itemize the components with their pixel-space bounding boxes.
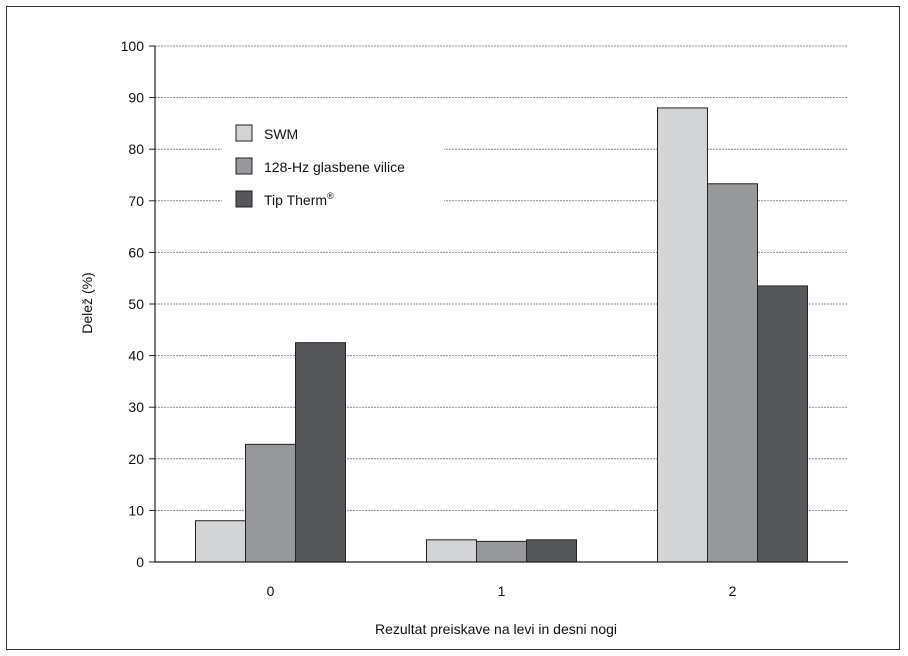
bar-3-cat-1 bbox=[526, 539, 577, 563]
y-tick-label: 40 bbox=[128, 348, 144, 364]
legend-label: Tip Therm® bbox=[264, 191, 334, 208]
bar-1-cat-0 bbox=[195, 520, 246, 563]
bar-2-cat-2 bbox=[707, 183, 758, 563]
legend-label-text: Tip Therm bbox=[264, 192, 327, 208]
bar-3-cat-0 bbox=[295, 342, 346, 563]
bar-2-cat-1 bbox=[476, 540, 527, 563]
legend-swatch bbox=[235, 190, 253, 208]
y-tick-labels: 0 10 20 30 40 50 60 70 80 90 100 bbox=[121, 38, 145, 570]
x-tick-label: 1 bbox=[498, 583, 506, 599]
bar-1-cat-2 bbox=[657, 107, 708, 563]
bar-1-cat-1 bbox=[426, 539, 477, 563]
legend-label-text: 128-Hz glasbene vilice bbox=[264, 159, 405, 175]
y-tick-label: 10 bbox=[128, 502, 144, 518]
x-tick-label: 0 bbox=[267, 583, 275, 599]
y-tick-label: 20 bbox=[128, 451, 144, 467]
legend-label: 128-Hz glasbene vilice bbox=[264, 159, 405, 175]
legend-swatch bbox=[235, 157, 253, 175]
y-tick-label: 30 bbox=[128, 399, 144, 415]
registered-mark: ® bbox=[327, 191, 334, 201]
y-tick-label: 80 bbox=[128, 141, 144, 157]
bar-2-cat-0 bbox=[245, 443, 296, 563]
legend-label-text: SWM bbox=[264, 126, 298, 142]
y-tick-label: 70 bbox=[128, 193, 144, 209]
legend-swatch bbox=[235, 124, 253, 142]
bars bbox=[195, 107, 808, 563]
y-tick-label: 100 bbox=[121, 38, 145, 54]
bar-3-cat-2 bbox=[757, 285, 808, 563]
y-tick-label: 50 bbox=[128, 296, 144, 312]
y-tick-label: 0 bbox=[136, 554, 144, 570]
legend-label: SWM bbox=[264, 126, 298, 142]
y-tick-label: 90 bbox=[128, 90, 144, 106]
y-axis-label: Delež (%) bbox=[79, 272, 95, 333]
legend: SWM 128-Hz glasbene vilice Tip Therm® bbox=[222, 117, 444, 237]
legend-background bbox=[222, 117, 444, 237]
x-tick-labels: 0 1 2 bbox=[267, 583, 737, 599]
y-tick-label: 60 bbox=[128, 244, 144, 260]
axes bbox=[154, 46, 848, 563]
x-axis-label: Rezultat preiskave na levi in desni nogi bbox=[375, 621, 617, 637]
x-tick-label: 2 bbox=[729, 583, 737, 599]
